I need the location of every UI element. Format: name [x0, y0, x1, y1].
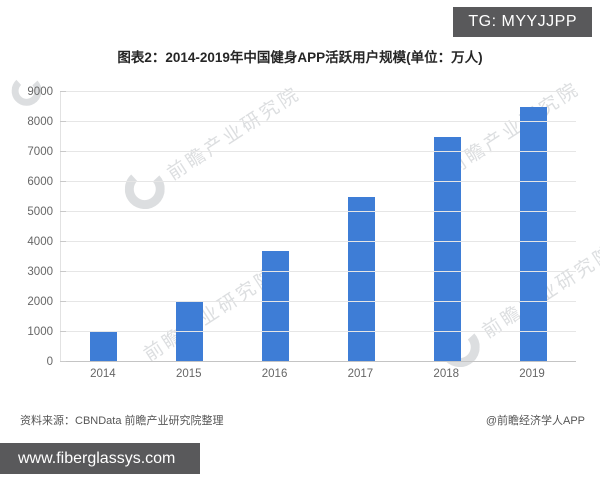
gridline-9000 — [61, 91, 576, 92]
bar-2015 — [176, 302, 204, 362]
y-tick-label: 2000 — [27, 296, 53, 308]
source-note: 资料来源：CBNData 前瞻产业研究院整理 — [20, 415, 224, 427]
gridline-2000 — [61, 301, 576, 302]
gridline-5000 — [61, 211, 576, 212]
y-tick-label: 1000 — [27, 326, 53, 338]
credit-note: @前瞻经济学人APP — [485, 415, 585, 427]
x-tick-label: 2014 — [90, 368, 116, 380]
y-tick-label: 0 — [46, 356, 53, 368]
gridline-8000 — [61, 121, 576, 122]
gridline-7000 — [61, 151, 576, 152]
y-axis-labels: 0 1000 2000 3000 4000 5000 6000 7000 8000 9000 — [20, 86, 53, 368]
y-tick-mark — [60, 301, 66, 302]
y-tick-mark — [60, 241, 66, 242]
y-tick-mark — [60, 151, 66, 152]
bar-2019 — [519, 107, 547, 362]
y-tick-mark — [60, 181, 66, 182]
gridline-3000 — [61, 271, 576, 272]
gridline-4000 — [61, 241, 576, 242]
bar-slot-2015 — [147, 92, 233, 362]
gridline-6000 — [61, 181, 576, 182]
bar-slot-2014 — [61, 92, 147, 362]
bar-2018 — [433, 137, 461, 362]
bar-slot-2019 — [490, 92, 576, 362]
y-tick-label: 9000 — [27, 86, 53, 98]
x-axis-labels: 2014 2015 2016 2017 2018 2019 — [60, 368, 575, 380]
bar-slot-2017 — [318, 92, 404, 362]
y-tick-mark — [60, 271, 66, 272]
bar-slot-2016 — [233, 92, 319, 362]
x-tick-label: 2016 — [261, 368, 288, 380]
x-tick-label: 2018 — [433, 368, 460, 380]
y-tick-label: 3000 — [27, 266, 53, 278]
footer-row: 资料来源：CBNData 前瞻产业研究院整理 @前瞻经济学人APP — [20, 412, 585, 428]
y-tick-label: 5000 — [27, 206, 53, 218]
y-tick-label: 4000 — [27, 236, 53, 248]
site-url: www.fiberglassys.com — [18, 449, 176, 467]
y-tick-mark — [60, 91, 66, 92]
site-url-bar: www.fiberglassys.com — [0, 443, 200, 474]
y-tick-mark — [60, 121, 66, 122]
y-tick-mark — [60, 331, 66, 332]
bar-2017 — [347, 197, 375, 362]
bars-row — [61, 92, 576, 362]
y-tick-label: 7000 — [27, 146, 53, 158]
x-tick-label: 2015 — [175, 368, 202, 380]
x-tick-label: 2017 — [347, 368, 374, 380]
chart-title: 图表2：2014-2019年中国健身APP活跃用户规模(单位：万人) — [117, 50, 483, 65]
y-tick-mark — [60, 361, 66, 362]
plot-area — [60, 91, 576, 362]
bar-2016 — [262, 251, 290, 362]
y-tick-label: 6000 — [27, 176, 53, 188]
y-tick-label: 8000 — [27, 116, 53, 128]
bar-slot-2018 — [404, 92, 490, 362]
bar-chart: 0 1000 2000 3000 4000 5000 6000 7000 8000 9000 20… — [20, 86, 576, 388]
y-tick-mark — [60, 211, 66, 212]
tg-badge: TG: MYYJJPP — [453, 7, 592, 37]
x-tick-label: 2019 — [519, 368, 545, 380]
gridline-1000 — [61, 331, 576, 332]
gridline-0 — [61, 361, 576, 362]
bar-2014 — [90, 332, 118, 362]
